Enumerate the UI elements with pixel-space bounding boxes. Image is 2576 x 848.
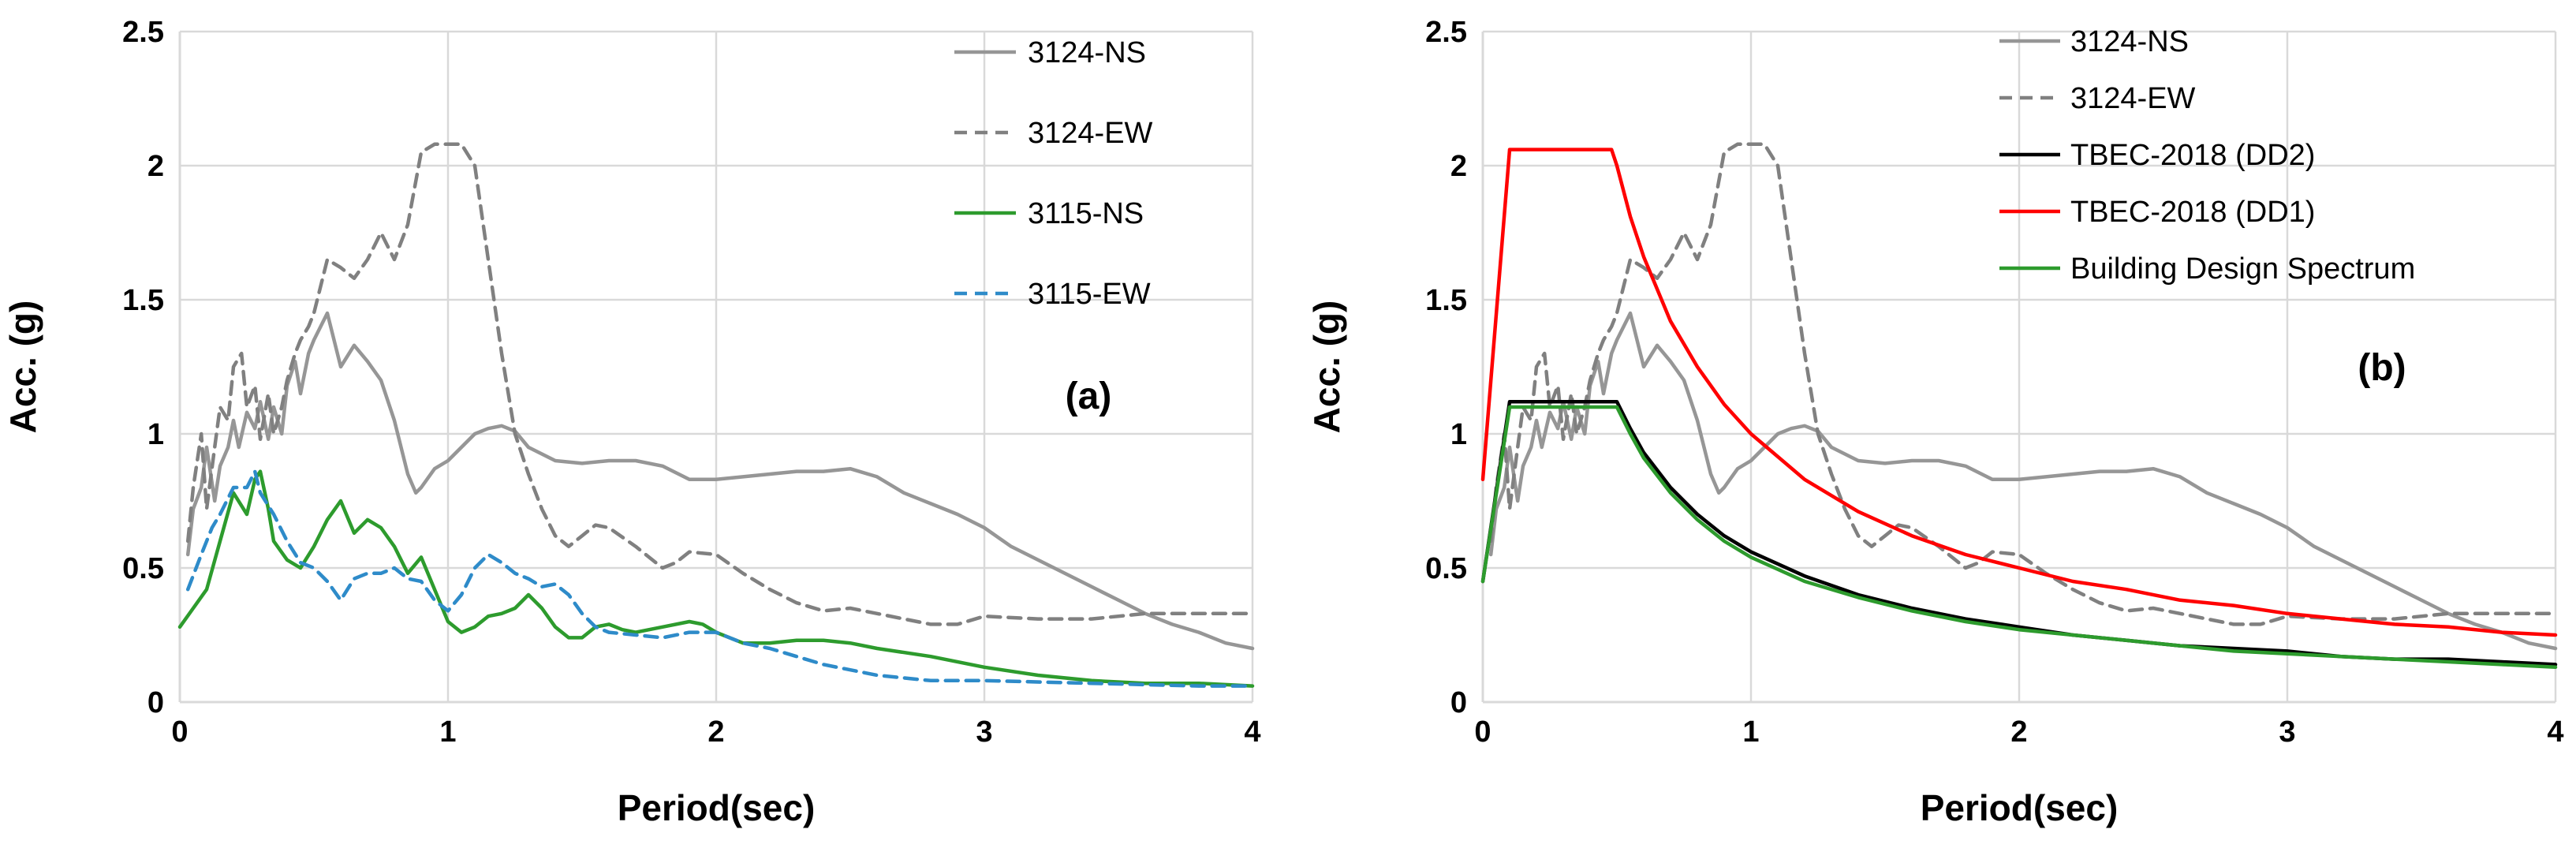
x-tick-label-b-2: 2 [2010, 715, 2027, 749]
series-line-a-2 [177, 469, 1255, 688]
x-tick-label-b-1: 1 [1742, 715, 1759, 749]
legend-label-b-4: Building Design Spectrum [2070, 252, 2415, 286]
legend-label-a-3: 3115-EW [1028, 278, 1151, 311]
y-tick-label-a-5: 2.5 [122, 16, 164, 49]
legend-label-b-3: TBEC-2018 (DD1) [2070, 196, 2315, 229]
legend-label-a-0: 3124-NS [1028, 36, 1146, 69]
panel-label-a: (a) [1066, 375, 1112, 417]
series-line-a-3 [185, 469, 1255, 688]
x-tick-label-a-1: 1 [439, 715, 456, 749]
y-tick-label-b-3: 1.5 [1425, 284, 1467, 317]
x-tick-label-b-0: 0 [1474, 715, 1491, 749]
legend-label-b-2: TBEC-2018 (DD2) [2070, 139, 2315, 172]
y-tick-label-a-2: 1 [147, 418, 164, 451]
y-axis-title-a: Acc. (g) [2, 301, 43, 434]
legend-label-a-1: 3124-EW [1028, 117, 1153, 150]
y-tick-label-a-0: 0 [147, 686, 164, 719]
x-axis-title-b: Period(sec) [1921, 787, 2119, 828]
panel-a: 0 1 2 3 4 0 0.5 1 1.5 2 2.5 Period(sec) Acc. (g) 3124… [2, 16, 1261, 828]
series-line-a-1 [185, 142, 1255, 626]
x-tick-label-a-3: 3 [976, 715, 992, 749]
y-tick-label-a-3: 1.5 [122, 284, 164, 317]
series-line-b-4 [1480, 405, 2558, 670]
x-tick-label-a-2: 2 [707, 715, 724, 749]
x-tick-label-a-4: 4 [1244, 715, 1260, 749]
x-tick-label-a-0: 0 [171, 715, 188, 749]
panel-b: 0 1 2 3 4 0 0.5 1 1.5 2 2.5 Period(sec) Acc. (g) 3124… [1306, 16, 2564, 828]
y-tick-label-b-0: 0 [1450, 686, 1467, 719]
x-axis-title-a: Period(sec) [618, 787, 816, 828]
series-line-b-1 [1488, 142, 2558, 626]
y-tick-label-a-1: 0.5 [122, 552, 164, 585]
series-line-b-3 [1480, 148, 2558, 637]
legend-label-b-1: 3124-EW [2070, 82, 2196, 115]
y-tick-label-b-4: 2 [1450, 150, 1467, 183]
y-tick-label-b-1: 0.5 [1425, 552, 1467, 585]
legend-label-a-2: 3115-NS [1028, 197, 1144, 230]
y-tick-label-b-5: 2.5 [1425, 16, 1467, 49]
x-tick-label-b-4: 4 [2547, 715, 2563, 749]
panel-label-b: (b) [2358, 347, 2406, 389]
y-tick-label-b-2: 1 [1450, 418, 1467, 451]
x-tick-label-b-3: 3 [2279, 715, 2295, 749]
y-axis-title-b: Acc. (g) [1306, 301, 1347, 434]
legend-label-b-0: 3124-NS [2070, 25, 2189, 58]
y-tick-label-a-4: 2 [147, 150, 164, 183]
series-line-a-0 [185, 311, 1255, 651]
